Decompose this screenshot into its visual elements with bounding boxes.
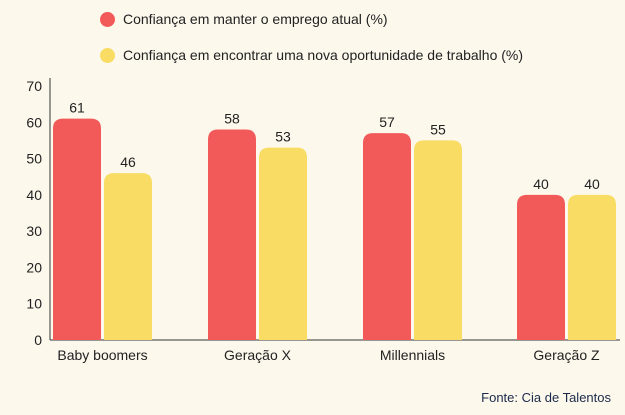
y-tick-label: 40 [26,187,42,203]
bar [208,129,256,340]
data-label: 61 [69,100,85,116]
x-tick-label: Baby boomers [57,347,147,363]
bar [414,140,462,340]
legend-item-new-opportunity: Confiança em encontrar uma nova oportuni… [100,44,523,66]
bar [363,133,411,340]
data-label: 46 [120,154,136,170]
y-tick-label: 0 [34,332,42,348]
source-note: Fonte: Cia de Talentos [481,390,611,405]
bar [104,173,152,340]
y-tick-label: 30 [26,223,42,239]
x-tick-label: Geração X [224,347,292,363]
legend-swatch-red [100,11,115,27]
bar [517,194,565,340]
x-tick-label: Geração Z [533,347,600,363]
legend-label: Confiança em manter o emprego atual (%) [123,11,388,27]
bar [53,118,101,341]
legend-label: Confiança em encontrar uma nova oportuni… [123,47,524,63]
data-label: 58 [224,111,240,127]
data-label: 57 [379,114,395,130]
data-label: 40 [584,176,600,192]
y-tick-label: 70 [26,78,42,94]
legend: Confiança em manter o emprego atual (%) … [100,8,523,80]
data-label: 55 [430,121,446,137]
y-tick-label: 10 [26,296,42,312]
data-label: 40 [533,176,549,192]
data-label: 53 [275,129,291,145]
legend-item-keep-job: Confiança em manter o emprego atual (%) [100,8,523,30]
y-tick-label: 20 [26,259,42,275]
bar [568,194,616,340]
y-tick-label: 50 [26,151,42,167]
bar [259,147,307,340]
legend-swatch-yellow [100,47,115,63]
x-tick-label: Millennials [380,347,445,363]
y-tick-label: 60 [26,114,42,130]
